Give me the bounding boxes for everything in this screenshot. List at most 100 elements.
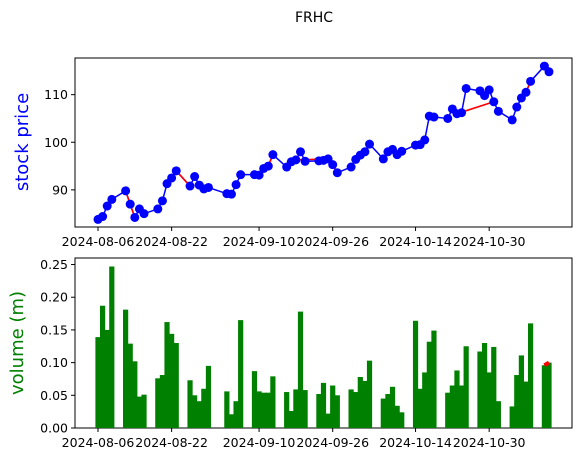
price-point — [397, 146, 407, 156]
price-point — [484, 85, 494, 95]
price-point — [295, 147, 305, 157]
price-point — [226, 189, 236, 199]
volume-ytick-label: 0.00 — [40, 421, 68, 436]
volume-axis-label: volume (m) — [7, 291, 28, 395]
volume-bar — [514, 375, 520, 428]
price-point — [429, 112, 439, 122]
volume-bar — [192, 395, 198, 428]
volume-bar — [454, 370, 460, 428]
volume-xtick-label: 2024-10-30 — [453, 435, 526, 450]
volume-bar — [495, 401, 501, 428]
price-point — [457, 108, 467, 118]
price-point — [332, 168, 342, 178]
volume-bar — [330, 385, 336, 428]
volume-highlight-segment — [543, 360, 550, 367]
volume-bar — [389, 386, 396, 428]
price-point — [268, 150, 278, 160]
volume-ytick-label: 0.25 — [40, 257, 68, 272]
volume-bar — [132, 361, 138, 428]
volume-bar — [394, 405, 400, 428]
price-ytick-label: 100 — [44, 135, 68, 150]
price-point — [544, 67, 554, 77]
volume-bar — [95, 337, 101, 428]
price-point — [493, 106, 503, 116]
price-point — [507, 115, 517, 125]
price-point — [365, 139, 375, 149]
volume-bar — [422, 372, 428, 428]
price-point — [102, 201, 112, 211]
price-axis-label: stock price — [12, 93, 33, 191]
price-point — [521, 87, 531, 97]
price-point — [300, 156, 310, 166]
volume-bar — [136, 396, 143, 428]
volume-bar — [366, 360, 373, 428]
price-point — [263, 161, 273, 171]
volume-bar — [187, 380, 193, 428]
volume-bar — [224, 391, 230, 428]
volume-bar — [141, 394, 147, 428]
price-xtick-label: 2024-10-14 — [379, 234, 452, 249]
price-point — [107, 194, 117, 204]
volume-bar — [104, 329, 110, 428]
volume-ytick-label: 0.10 — [40, 355, 68, 370]
price-point — [231, 180, 241, 190]
volume-bar — [458, 385, 465, 428]
price-point — [98, 212, 108, 222]
volume-bar — [334, 395, 340, 428]
volume-bar — [380, 398, 386, 428]
volume-bar — [445, 392, 451, 428]
volume-bar — [284, 392, 290, 428]
price-point — [461, 83, 471, 93]
price-point — [121, 186, 131, 196]
price-xtick-label: 2024-08-22 — [135, 234, 208, 249]
volume-bar — [100, 305, 106, 428]
volume-bar — [463, 346, 469, 428]
price-point — [512, 102, 522, 112]
price-point — [185, 181, 195, 191]
volume-bar — [353, 392, 359, 428]
price-point — [489, 97, 499, 107]
volume-bar — [527, 323, 534, 428]
volume-bar — [196, 401, 202, 428]
price-point — [203, 182, 213, 192]
volume-bar — [293, 389, 299, 428]
volume-bar — [348, 389, 354, 428]
volume-bar — [155, 378, 161, 428]
volume-bar — [431, 330, 437, 428]
price-point — [420, 135, 430, 145]
volume-bar — [518, 355, 524, 428]
volume-bar — [205, 365, 212, 428]
volume-bar — [164, 322, 170, 428]
price-point — [153, 204, 163, 214]
volume-bar — [491, 346, 497, 428]
price-ytick-label: 90 — [52, 182, 68, 197]
price-point — [139, 209, 149, 219]
volume-bar — [256, 391, 262, 428]
volume-bar — [541, 365, 547, 428]
volume-ytick-label: 0.15 — [40, 322, 68, 337]
volume-ytick-label: 0.20 — [40, 290, 68, 305]
price-point — [167, 173, 177, 183]
price-point — [125, 199, 135, 209]
price-point — [236, 170, 246, 180]
price-point — [171, 166, 181, 176]
volume-bar — [201, 388, 207, 428]
volume-xtick-label: 2024-08-06 — [62, 435, 135, 450]
price-xtick-label: 2024-08-06 — [62, 234, 135, 249]
volume-xtick-label: 2024-08-22 — [135, 435, 208, 450]
volume-bar — [302, 390, 308, 428]
volume-bar — [159, 375, 166, 428]
volume-bar — [320, 382, 327, 428]
volume-bar — [316, 394, 322, 428]
price-xtick-label: 2024-09-10 — [223, 234, 296, 249]
price-point — [360, 147, 370, 157]
volume-bar — [288, 411, 294, 428]
price-point — [526, 76, 536, 86]
volume-bar — [426, 341, 432, 428]
volume-bar — [297, 311, 304, 428]
volume-xtick-label: 2024-09-10 — [223, 435, 296, 450]
price-point — [443, 113, 453, 123]
